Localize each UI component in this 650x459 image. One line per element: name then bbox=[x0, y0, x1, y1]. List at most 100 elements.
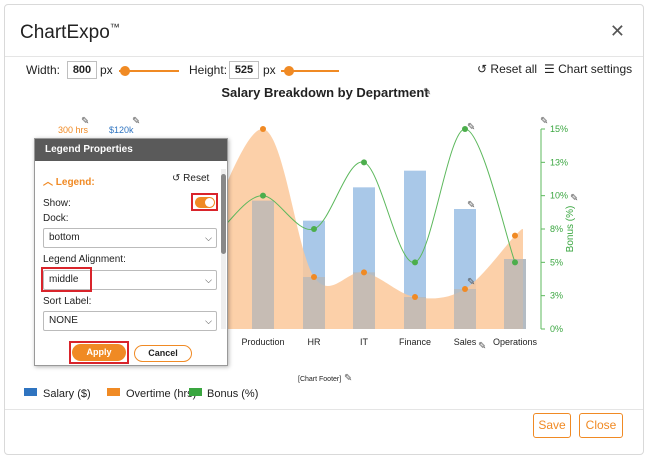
width-slider[interactable] bbox=[119, 70, 179, 72]
chart-settings-label: Chart settings bbox=[558, 62, 633, 76]
edit-overtime-axis-pencil-icon[interactable]: ✎ bbox=[81, 116, 90, 127]
overtime-point bbox=[512, 232, 518, 239]
toggle-knob bbox=[205, 198, 214, 207]
scrollbar-thumb[interactable] bbox=[221, 174, 226, 254]
dock-label: Dock: bbox=[43, 213, 69, 224]
x-tick-label: HR bbox=[308, 337, 321, 347]
highlight-box bbox=[41, 267, 92, 292]
right-axis-ticks: 0% 3% 5% 8% 10% 13% 15% bbox=[541, 124, 568, 334]
height-label: Height: bbox=[189, 63, 228, 77]
x-tick-label: IT bbox=[360, 337, 369, 347]
salary-bar-overlap bbox=[353, 272, 375, 329]
legend-overtime-swatch bbox=[107, 388, 120, 396]
width-slider-thumb[interactable] bbox=[120, 66, 130, 76]
legend-salary[interactable]: Salary ($) bbox=[43, 388, 91, 400]
chevron-up-icon: ︿ bbox=[43, 177, 53, 188]
edit-point-pencil-icon[interactable]: ✎ bbox=[467, 122, 476, 133]
chart-footer: [Chart Footer] bbox=[298, 376, 341, 383]
sort-select[interactable]: NONE ⌵ bbox=[43, 311, 217, 331]
overtime-axis-top-label: 300 hrs bbox=[58, 125, 89, 135]
chevron-down-icon: ⌵ bbox=[205, 233, 212, 243]
footer-divider bbox=[5, 409, 643, 410]
alignment-value: middle bbox=[49, 274, 79, 285]
cancel-button[interactable]: Cancel bbox=[134, 345, 192, 362]
legend-bonus-swatch bbox=[189, 388, 202, 396]
right-tick-label: 0% bbox=[550, 324, 563, 334]
chart-settings-button[interactable]: ☰ Chart settings bbox=[544, 62, 632, 76]
legend-section-toggle[interactable]: ︿ Legend: bbox=[43, 173, 95, 188]
sliders-icon: ☰ bbox=[544, 62, 555, 76]
bonus-point bbox=[260, 192, 266, 199]
close-button[interactable]: Close bbox=[579, 413, 623, 438]
alignment-label: Legend Alignment: bbox=[43, 254, 126, 265]
overtime-point bbox=[462, 286, 468, 292]
panel-header: Legend Properties bbox=[35, 139, 227, 161]
close-icon[interactable]: ✕ bbox=[609, 21, 625, 41]
bonus-point bbox=[361, 159, 367, 166]
legend-bonus[interactable]: Bonus (%) bbox=[207, 388, 259, 400]
salary-axis-top-label: $120k bbox=[109, 125, 134, 135]
bonus-point bbox=[462, 126, 468, 132]
legend-salary-swatch bbox=[24, 388, 37, 396]
edit-bar-pencil-icon[interactable]: ✎ bbox=[467, 200, 476, 211]
show-legend-toggle[interactable] bbox=[195, 197, 215, 208]
salary-bar-overlap bbox=[404, 297, 426, 329]
salary-bar-overlap bbox=[504, 259, 526, 329]
highlight-box bbox=[69, 341, 129, 364]
salary-bar-overlap bbox=[252, 200, 274, 329]
legend-overtime[interactable]: Overtime (hrs) bbox=[126, 388, 197, 400]
overtime-point bbox=[260, 126, 266, 132]
edit-label-pencil-icon[interactable]: ✎ bbox=[467, 277, 476, 288]
chart-title[interactable]: Salary Breakdown by Department bbox=[221, 85, 429, 100]
edit-right-axis-pencil-icon[interactable]: ✎ bbox=[540, 116, 549, 127]
bonus-point bbox=[412, 259, 418, 266]
bonus-line bbox=[224, 128, 516, 263]
panel-reset-button[interactable]: ↺ Reset bbox=[172, 173, 209, 184]
reset-all-button[interactable]: ↺ Reset all bbox=[477, 62, 537, 76]
right-tick-label: 3% bbox=[550, 291, 563, 301]
show-label: Show: bbox=[43, 198, 71, 209]
width-input[interactable]: 800 bbox=[67, 61, 97, 79]
height-slider-thumb[interactable] bbox=[284, 66, 294, 76]
save-button[interactable]: Save bbox=[533, 413, 571, 438]
reset-icon: ↺ bbox=[477, 62, 488, 76]
reset-all-label: Reset all bbox=[490, 62, 538, 76]
alignment-select[interactable]: middle ⌵ bbox=[43, 270, 217, 290]
edit-title-pencil-icon[interactable]: ✎ bbox=[423, 87, 432, 98]
right-tick-label: 8% bbox=[550, 224, 563, 234]
panel-reset-label: Reset bbox=[183, 173, 210, 184]
dock-select[interactable]: bottom ⌵ bbox=[43, 228, 217, 248]
apply-button[interactable]: Apply bbox=[72, 344, 126, 361]
overtime-point bbox=[361, 269, 367, 276]
dock-value: bottom bbox=[49, 232, 80, 243]
right-tick-label: 5% bbox=[550, 257, 563, 267]
height-unit: px bbox=[263, 63, 276, 77]
salary-bar-overlap bbox=[454, 289, 476, 329]
reset-icon: ↺ bbox=[172, 173, 181, 184]
x-tick-label: Production bbox=[241, 337, 284, 347]
salary-bar bbox=[404, 170, 426, 329]
chart-area: 0%3%5%8%10%13%15% tProductionHRITFinance… bbox=[58, 124, 576, 383]
edit-footer-pencil-icon[interactable]: ✎ bbox=[344, 373, 353, 384]
height-input[interactable]: 525 bbox=[229, 61, 259, 79]
right-tick-label: 15% bbox=[550, 124, 568, 134]
overtime-area bbox=[155, 128, 523, 329]
chart-dialog: ChartExpo™ ✕ Width: 800 px Height: 525 p… bbox=[4, 4, 644, 455]
overtime-point bbox=[412, 294, 418, 300]
x-axis-labels: tProductionHRITFinanceSalesOperations bbox=[216, 337, 538, 347]
height-slider[interactable] bbox=[281, 70, 339, 72]
edit-x-axis-pencil-icon[interactable]: ✎ bbox=[478, 341, 487, 352]
salary-bar-overlap bbox=[303, 277, 325, 329]
header-divider bbox=[5, 56, 643, 57]
legend-section-label: Legend: bbox=[55, 177, 95, 188]
data-points bbox=[260, 126, 518, 300]
x-tick-label: Finance bbox=[399, 337, 431, 347]
edit-right-title-pencil-icon[interactable]: ✎ bbox=[570, 193, 579, 204]
sort-value: NONE bbox=[49, 315, 78, 326]
overtime-point bbox=[311, 274, 317, 280]
width-label: Width: bbox=[26, 63, 61, 77]
highlight-box bbox=[191, 193, 218, 211]
panel-scrollbar[interactable] bbox=[221, 169, 226, 329]
right-tick-label: 10% bbox=[550, 191, 568, 201]
edit-salary-axis-pencil-icon[interactable]: ✎ bbox=[132, 116, 141, 127]
